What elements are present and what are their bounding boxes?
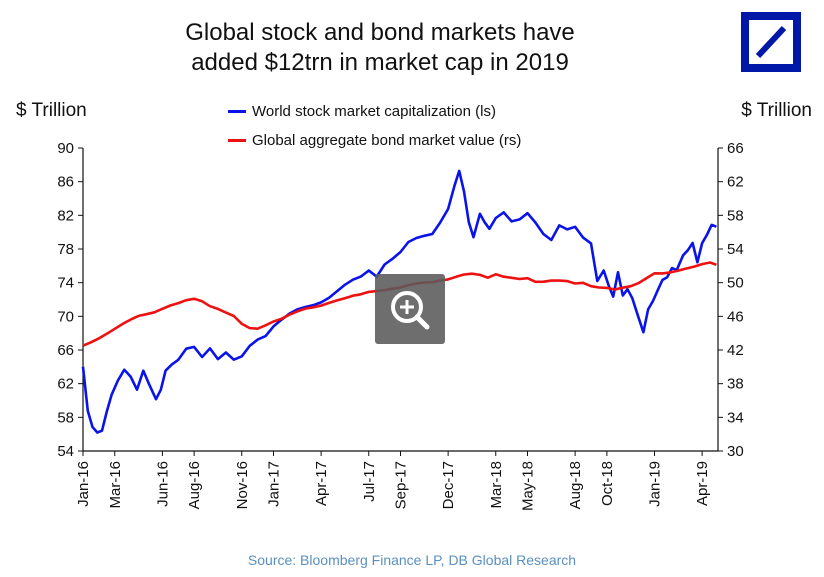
left-tick-label: 74	[57, 275, 74, 292]
source-note: Source: Bloomberg Finance LP, DB Global …	[247, 552, 577, 568]
x-tick-label: Oct-18	[599, 461, 616, 506]
left-tick-label: 62	[57, 376, 74, 393]
series-line	[81, 169, 717, 434]
right-axis-unit-label: $ Trillion	[741, 100, 812, 121]
right-tick-label: 38	[727, 376, 744, 393]
left-tick-label: 82	[57, 207, 74, 224]
x-tick-label: May-18	[520, 461, 537, 511]
legend-label-stock: World stock market capitalization (ls)	[252, 103, 496, 120]
x-tick-label: Apr-19	[694, 461, 711, 506]
x-tick-label: Dec-17	[440, 461, 457, 509]
right-tick-label: 58	[727, 207, 744, 224]
x-tick-label: Aug-16	[186, 461, 203, 509]
right-tick-label: 42	[727, 342, 744, 359]
x-tick-label: Jan-17	[266, 461, 283, 507]
x-tick-label: Sep-17	[393, 461, 410, 509]
x-tick-label: Aug-18	[567, 461, 584, 509]
x-tick-label: Jun-16	[154, 461, 171, 507]
deutsche-bank-logo	[741, 12, 801, 72]
left-tick-label: 90	[57, 140, 74, 157]
chart-title-line-1: Global stock and bond markets have	[185, 19, 575, 46]
x-tick-label: Jan-19	[647, 461, 664, 507]
right-tick-label: 62	[727, 174, 744, 191]
chart-title: Global stock and bond markets have added…	[110, 18, 650, 78]
x-tick-label: Nov-16	[234, 461, 251, 509]
right-tick-label: 46	[727, 308, 744, 325]
legend-swatch-bond	[228, 139, 246, 142]
right-tick-label: 66	[727, 140, 744, 157]
legend-item-stock: World stock market capitalization (ls)	[228, 103, 496, 120]
x-tick-label: Jan-16	[75, 461, 92, 507]
zoom-in-icon	[391, 291, 430, 330]
left-tick-label: 70	[57, 308, 74, 325]
left-axis-unit-label: $ Trillion	[16, 100, 87, 121]
right-tick-label: 30	[727, 443, 744, 460]
x-tick-label: Mar-18	[488, 461, 505, 509]
legend-swatch-stock	[228, 110, 246, 113]
legend-item-bond: Global aggregate bond market value (rs)	[228, 132, 521, 149]
left-tick-label: 54	[57, 443, 74, 460]
x-tick-label: Apr-17	[313, 461, 330, 506]
legend-label-bond: Global aggregate bond market value (rs)	[252, 132, 522, 149]
zoom-button[interactable]	[375, 274, 445, 344]
x-tick-label: Mar-16	[107, 461, 124, 509]
right-tick-label: 34	[727, 409, 744, 426]
chart-title-line-2: added $12trn in market cap in 2019	[191, 49, 569, 76]
x-tick-label: Jul-17	[361, 461, 378, 502]
left-tick-label: 58	[57, 409, 74, 426]
right-tick-label: 50	[727, 275, 744, 292]
left-tick-label: 78	[57, 241, 74, 258]
left-tick-label: 66	[57, 342, 74, 359]
right-tick-label: 54	[727, 241, 744, 258]
left-tick-label: 86	[57, 174, 74, 191]
